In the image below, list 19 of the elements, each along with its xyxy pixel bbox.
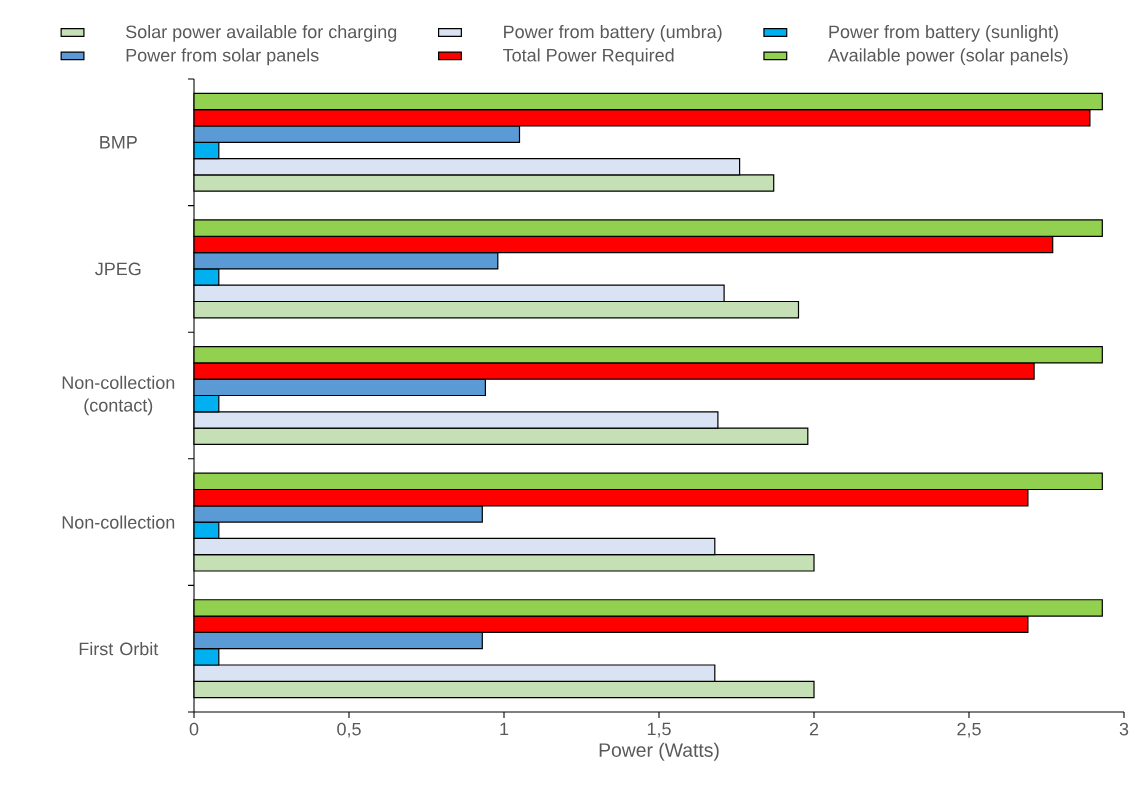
x-tick-label: 1 — [500, 722, 509, 736]
y-tick-label: Non-collection (contact) — [62, 375, 175, 416]
y-tick-label: Non-collection — [62, 515, 175, 529]
legend-label: Power from battery (sunlight) — [829, 24, 1058, 42]
legend-label: Total Power Required — [503, 48, 674, 66]
x-tick-label: 2 — [809, 722, 819, 736]
x-tick-label: 2,5 — [957, 722, 981, 738]
legend-label: Available power (solar panels) — [828, 48, 1068, 66]
x-tick-label: 1,5 — [647, 722, 671, 738]
x-tick-label: 0,5 — [337, 722, 361, 738]
x-axis-title: Power (Watts) — [599, 742, 719, 761]
legend-label: Solar power available for charging — [126, 24, 397, 42]
y-tick-label: BMP — [100, 136, 137, 149]
y-tick-label: JPEG — [95, 262, 141, 276]
legend-label: Power from battery (umbra) — [504, 24, 722, 42]
x-tick-label: 0 — [189, 722, 199, 736]
x-tick-label: 3 — [1119, 722, 1129, 736]
y-tick-label: First Orbit — [79, 642, 159, 656]
legend-label: Power from solar panels — [126, 48, 319, 66]
